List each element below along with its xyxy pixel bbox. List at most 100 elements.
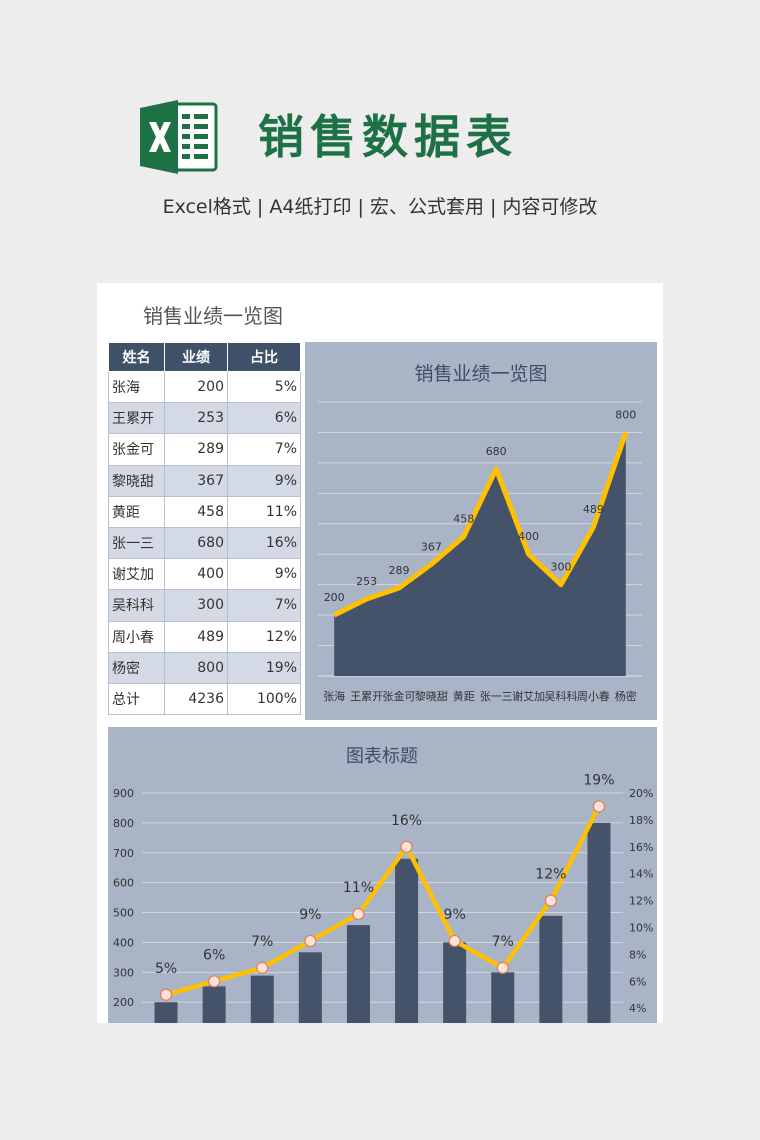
line-marker (448, 934, 461, 948)
excel-logo-icon (140, 100, 218, 174)
cell-name: 总计 (108, 682, 165, 716)
y-tick-label: 800 (113, 817, 134, 830)
cell-sales: 680 (164, 526, 228, 560)
x-tick-label: 王累开 (350, 690, 383, 703)
cell-share: 6% (227, 402, 301, 435)
y-tick-label: 900 (113, 787, 134, 800)
y2-tick-label: 14% (629, 868, 653, 881)
table-body: 张海 200 5% 王累开 253 6% 张金可 289 7% 黎晓甜 367 9% 黄距 458 11% 张… (108, 370, 301, 716)
cell-name: 黄距 (108, 495, 165, 528)
cell-share: 9% (227, 464, 301, 497)
cell-sales: 200 (164, 370, 228, 404)
y2-tick-label: 20% (629, 787, 653, 800)
cell-name: 张海 (108, 370, 165, 404)
y-tick-label: 500 (113, 907, 134, 920)
table-row: 张海 200 5% (108, 370, 301, 404)
y2-tick-label: 12% (629, 895, 653, 908)
line-data-label: 16% (391, 813, 422, 829)
y2-tick-label: 18% (629, 814, 653, 827)
data-label: 253 (356, 575, 377, 588)
combo-chart: 图表标题90080070060050040030020010020%18%16%… (108, 727, 657, 1023)
x-tick-label: 张一三 (480, 690, 513, 703)
cell-name: 黎晓甜 (108, 464, 165, 497)
chart-title: 图表标题 (346, 746, 418, 767)
x-tick-label: 黎晓甜 (415, 689, 448, 703)
line-data-label: 9% (444, 907, 466, 923)
cell-share: 9% (227, 558, 301, 591)
y2-tick-label: 4% (629, 1002, 646, 1015)
line-marker (256, 961, 269, 974)
x-tick-label: 张金可 (383, 689, 416, 703)
y-tick-label: 200 (113, 996, 134, 1009)
cell-name: 张金可 (108, 433, 165, 466)
x-tick-label: 杨密 (615, 689, 637, 703)
y2-tick-label: 8% (629, 948, 646, 961)
cell-sales: 458 (164, 495, 228, 528)
cell-share: 12% (227, 620, 301, 653)
table-row: 张金可 289 7% (108, 433, 301, 466)
cell-share: 7% (227, 433, 301, 466)
x-tick-label: 吴科科 (545, 689, 578, 703)
table-row: 张一三 680 16% (108, 526, 301, 560)
data-label: 300 (551, 561, 572, 574)
cell-name: 王累开 (108, 402, 165, 435)
y-tick-label: 600 (113, 877, 134, 890)
line-marker (496, 961, 509, 974)
sheet-title: 销售业绩一览图 (143, 304, 283, 328)
x-tick-label: 谢艾加 (512, 689, 545, 703)
bar (202, 986, 226, 1023)
y-tick-label: 400 (113, 936, 134, 949)
cell-share: 16% (227, 526, 301, 560)
line-marker (352, 907, 365, 921)
line-marker (400, 840, 413, 853)
cell-share: 11% (227, 495, 301, 528)
bar (491, 972, 515, 1023)
x-tick-label: 黄距 (453, 689, 475, 703)
line-marker (592, 800, 606, 813)
bar (154, 1002, 178, 1023)
area-chart: 销售业绩一览图 200 253 289 367 458 680 400 300 489 800 张海王… (305, 342, 657, 720)
cell-sales: 367 (164, 464, 228, 497)
cell-sales: 800 (164, 651, 228, 684)
line-data-label: 12% (535, 867, 566, 883)
header-sales: 业绩 (164, 342, 228, 372)
line-data-label: 6% (203, 947, 225, 963)
header: 销售数据表 Excel格式 | A4纸打印 | 宏、公式套用 | 内容可修改 (0, 0, 760, 280)
cell-sales: 489 (164, 620, 228, 653)
bar (395, 858, 419, 1023)
line-marker (208, 975, 221, 988)
data-label: 400 (518, 530, 539, 543)
line-data-label: 11% (343, 880, 374, 896)
line-data-label: 19% (583, 772, 614, 788)
area-chart-svg: 销售业绩一览图 200 253 289 367 458 680 400 300 489 800 张海王… (318, 363, 642, 703)
bar (250, 975, 274, 1023)
line-data-label: 7% (251, 934, 273, 950)
cell-name: 杨密 (108, 651, 165, 684)
cell-sales: 400 (164, 558, 228, 591)
data-label: 800 (615, 408, 636, 421)
cell-share: 5% (227, 370, 301, 404)
table-row: 黄距 458 11% (108, 495, 301, 528)
combo-chart-svg: 图表标题90080070060050040030020010020%18%16%… (113, 746, 653, 1023)
area-outline-line (333, 431, 629, 618)
page-subtitle: Excel格式 | A4纸打印 | 宏、公式套用 | 内容可修改 (162, 196, 598, 218)
cell-sales: 289 (164, 433, 228, 466)
data-label: 680 (486, 445, 507, 458)
y-tick-label: 700 (113, 847, 134, 860)
y2-tick-label: 10% (629, 922, 653, 935)
table-row: 王累开 253 6% (108, 402, 301, 435)
table-row: 杨密 800 19% (108, 651, 301, 684)
cell-sales: 4236 (164, 682, 228, 716)
data-label: 489 (583, 503, 604, 516)
line-data-label: 9% (299, 907, 321, 923)
data-label: 289 (389, 564, 410, 577)
line-marker (544, 894, 557, 907)
area-fill (334, 432, 626, 676)
line-data-label: 7% (492, 934, 514, 950)
y-tick-label: 300 (113, 966, 134, 979)
table-row: 周小春 489 12% (108, 620, 301, 653)
data-label: 200 (324, 591, 345, 604)
cell-name: 张一三 (108, 526, 165, 560)
table-header-row: 姓名 业绩 占比 (108, 342, 301, 372)
cell-name: 周小春 (108, 620, 165, 653)
